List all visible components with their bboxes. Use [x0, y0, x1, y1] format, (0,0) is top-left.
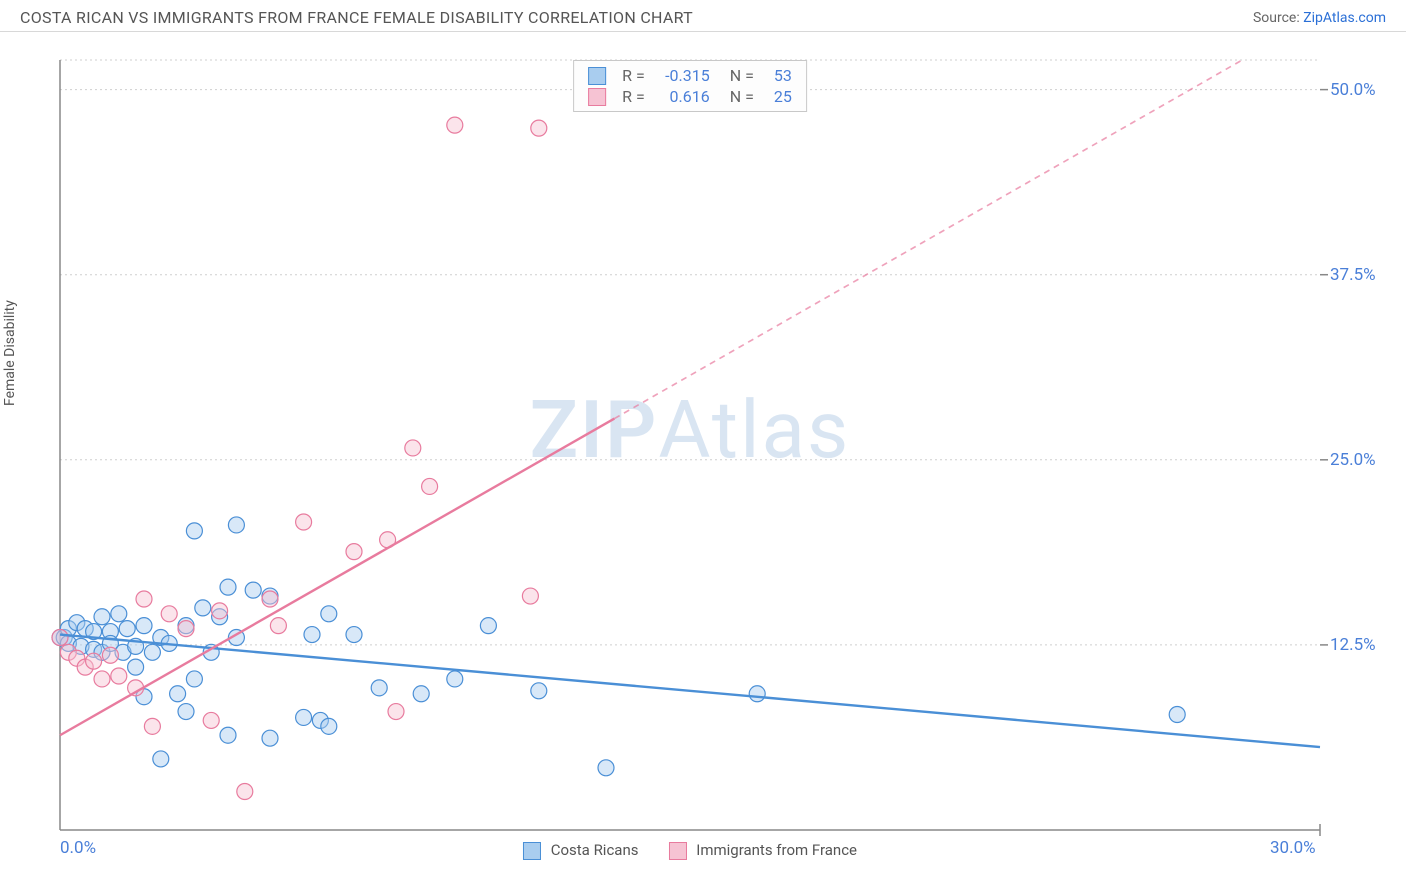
data-point — [296, 514, 312, 530]
data-point — [245, 582, 261, 598]
trend-line — [60, 635, 1320, 748]
data-point — [598, 760, 614, 776]
data-point — [52, 630, 68, 646]
chart-svg — [60, 60, 1320, 830]
data-point — [321, 718, 337, 734]
data-point — [321, 606, 337, 622]
data-point — [262, 591, 278, 607]
data-point — [186, 671, 202, 687]
data-point — [170, 686, 186, 702]
legend-swatch-1 — [523, 842, 541, 860]
data-point — [178, 621, 194, 637]
data-point — [447, 117, 463, 133]
data-point — [186, 523, 202, 539]
data-point — [178, 704, 194, 720]
stats-r-value-2: 0.616 — [655, 87, 710, 106]
source-link[interactable]: ZipAtlas.com — [1303, 10, 1386, 26]
data-point — [371, 680, 387, 696]
data-point — [136, 591, 152, 607]
stats-swatch-2 — [588, 88, 606, 106]
legend-label-1: Costa Ricans — [551, 841, 639, 859]
legend-item-2: Immigrants from France — [669, 841, 858, 860]
series-legend: Costa Ricans Immigrants from France — [523, 841, 857, 860]
x-tick-label: 0.0% — [60, 838, 96, 858]
stats-r-label-1: R = — [622, 66, 645, 85]
data-point — [161, 606, 177, 622]
data-point — [531, 120, 547, 136]
stats-n-value-2: 25 — [764, 87, 792, 106]
data-point — [262, 730, 278, 746]
legend-swatch-2 — [669, 842, 687, 860]
stats-legend: R = -0.315 N = 53 R = 0.616 N = 25 — [573, 60, 807, 112]
data-point — [480, 618, 496, 634]
y-tick-label: 37.5% — [1330, 265, 1390, 285]
stats-swatch-1 — [588, 67, 606, 85]
data-point — [749, 686, 765, 702]
data-point — [94, 671, 110, 687]
y-tick-label: 12.5% — [1330, 635, 1390, 655]
y-tick-label: 25.0% — [1330, 450, 1390, 470]
data-point — [388, 704, 404, 720]
data-point — [203, 712, 219, 728]
stats-row-series2: R = 0.616 N = 25 — [588, 86, 792, 107]
data-point — [413, 686, 429, 702]
source-label: Source: — [1253, 10, 1300, 26]
chart-title: COSTA RICAN VS IMMIGRANTS FROM FRANCE FE… — [20, 8, 693, 27]
data-point — [111, 668, 127, 684]
stats-r-value-1: -0.315 — [655, 66, 710, 85]
data-point — [195, 600, 211, 616]
data-point — [346, 544, 362, 560]
data-point — [296, 709, 312, 725]
trend-line-dashed — [614, 60, 1242, 419]
data-point — [144, 718, 160, 734]
data-point — [153, 751, 169, 767]
legend-item-1: Costa Ricans — [523, 841, 639, 860]
stats-n-value-1: 53 — [764, 66, 792, 85]
data-point — [102, 647, 118, 663]
x-tick-label: 30.0% — [1270, 838, 1316, 858]
data-point — [270, 618, 286, 634]
data-point — [1169, 707, 1185, 723]
stats-n-label-1: N = — [730, 66, 754, 85]
data-point — [111, 606, 127, 622]
stats-r-label-2: R = — [622, 87, 645, 106]
data-point — [304, 627, 320, 643]
data-point — [220, 727, 236, 743]
data-point — [128, 659, 144, 675]
data-point — [237, 784, 253, 800]
legend-label-2: Immigrants from France — [696, 841, 857, 859]
data-point — [422, 478, 438, 494]
stats-row-series1: R = -0.315 N = 53 — [588, 65, 792, 86]
data-point — [220, 579, 236, 595]
source-attribution: Source: ZipAtlas.com — [1253, 10, 1386, 26]
data-point — [228, 517, 244, 533]
data-point — [94, 609, 110, 625]
data-point — [136, 618, 152, 634]
data-point — [119, 621, 135, 637]
data-point — [531, 683, 547, 699]
chart-area: Female Disability ZIPAtlas 12.5%25.0%37.… — [20, 40, 1386, 862]
stats-n-label-2: N = — [730, 87, 754, 106]
data-point — [86, 653, 102, 669]
data-point — [346, 627, 362, 643]
data-point — [522, 588, 538, 604]
plot-region: ZIPAtlas 12.5%25.0%37.5%50.0% 0.0%30.0% … — [60, 60, 1320, 830]
data-point — [144, 644, 160, 660]
chart-header: COSTA RICAN VS IMMIGRANTS FROM FRANCE FE… — [0, 0, 1406, 32]
data-point — [447, 671, 463, 687]
data-point — [405, 440, 421, 456]
y-axis-label: Female Disability — [2, 300, 18, 406]
data-point — [212, 603, 228, 619]
y-tick-label: 50.0% — [1330, 80, 1390, 100]
